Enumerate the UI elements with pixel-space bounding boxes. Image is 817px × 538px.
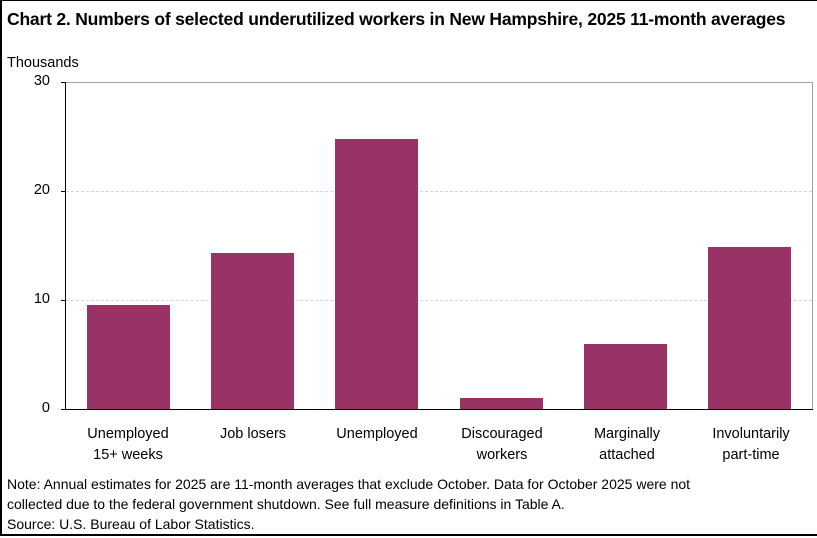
- x-label-unemployed-15-weeks: Unemployed 15+ weeks: [87, 426, 169, 463]
- bar-unemployed: [335, 139, 418, 409]
- note-line-1: Note: Annual estimates for 2025 are 11-m…: [7, 476, 691, 492]
- x-label-involuntarily-part-time: Involuntarily part-time: [712, 426, 790, 463]
- gridline-20: [66, 191, 812, 192]
- chart-title: Chart 2. Numbers of selected underutiliz…: [7, 9, 786, 29]
- y-tick-20: [61, 191, 66, 192]
- y-tick-label-20: 20: [33, 182, 50, 198]
- bar-job-losers: [211, 253, 294, 409]
- bar-unemployed-15-weeks: [87, 305, 170, 409]
- plot-area: [66, 82, 813, 409]
- bar-marginally-attached: [584, 344, 667, 409]
- bar-involuntarily-part-time: [708, 247, 791, 409]
- y-axis-label: Thousands: [7, 55, 79, 71]
- bar-discouraged-workers: [460, 398, 543, 409]
- gridline-10: [66, 300, 812, 301]
- y-tick-label-10: 10: [33, 291, 50, 307]
- y-tick-30: [61, 82, 66, 83]
- x-axis: [61, 409, 813, 410]
- y-tick-10: [61, 300, 66, 301]
- x-label-unemployed: Unemployed: [336, 426, 418, 442]
- y-tick-label-0: 0: [41, 400, 50, 416]
- source-line: Source: U.S. Bureau of Labor Statistics.: [7, 516, 255, 532]
- x-label-discouraged-workers: Discouraged workers: [461, 426, 543, 463]
- x-label-job-losers: Job losers: [219, 426, 287, 442]
- y-tick-label-30: 30: [33, 73, 50, 89]
- note-line-2: collected due to the federal government …: [7, 496, 565, 512]
- y-axis: [65, 82, 66, 410]
- chart-note: Note: Annual estimates for 2025 are 11-m…: [7, 474, 807, 534]
- x-label-marginally-attached: Marginally attached: [593, 426, 661, 463]
